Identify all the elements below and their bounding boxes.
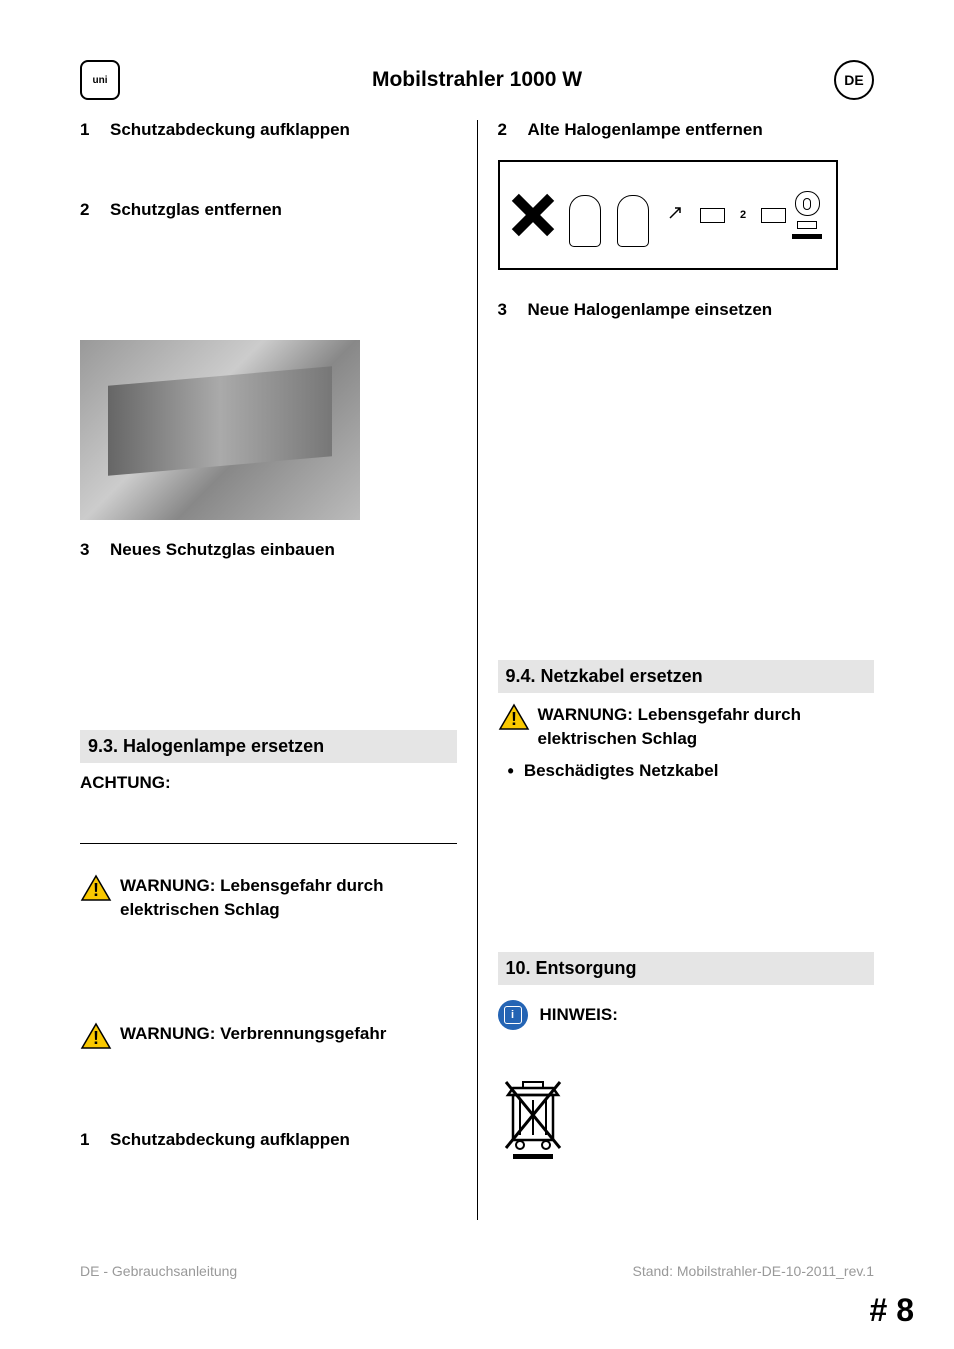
step-number: 1 <box>80 120 100 140</box>
footer-right: Stand: Mobilstrahler-DE-10-2011_rev.1 <box>633 1263 875 1279</box>
lamp-base-icon <box>797 221 817 229</box>
step-item: 1 Schutzabdeckung aufklappen <box>80 1130 457 1150</box>
content-columns: 1 Schutzabdeckung aufklappen 2 Schutzgla… <box>80 120 874 1220</box>
warning-block: ! WARNUNG: Lebensgefahr durch elektrisch… <box>80 874 457 922</box>
spacer <box>498 340 875 640</box>
lamp-removal-diagram: 2 <box>498 160 838 270</box>
bulb-rect-icon <box>761 208 786 223</box>
step-item: 1 Schutzabdeckung aufklappen <box>80 120 457 140</box>
svg-text:!: ! <box>511 709 517 729</box>
info-icon: i <box>498 1000 528 1030</box>
spacer <box>80 952 457 992</box>
svg-text:!: ! <box>93 880 99 900</box>
warning-text: WARNUNG: Lebensgefahr durch elektrischen… <box>120 874 457 922</box>
hinweis-label: HINWEIS: <box>540 1005 618 1025</box>
warning-block: ! WARNUNG: Lebensgefahr durch elektrisch… <box>498 703 875 751</box>
weee-disposal-icon <box>498 1070 568 1160</box>
step-text: Neue Halogenlampe einsetzen <box>528 300 773 320</box>
warning-text: WARNUNG: Lebensgefahr durch elektrischen… <box>538 703 875 751</box>
bulb-shapes: 2 <box>665 206 786 224</box>
step-item: 3 Neue Halogenlampe einsetzen <box>498 300 875 320</box>
arrow-label-1 <box>665 206 685 224</box>
page-footer: DE - Gebrauchsanleitung Stand: Mobilstra… <box>80 1263 874 1279</box>
step-item: 3 Neues Schutzglas einbauen <box>80 540 457 560</box>
no-touch-icon <box>513 195 553 235</box>
warning-icon: ! <box>80 1022 112 1050</box>
page-title: Mobilstrahler 1000 W <box>120 68 834 92</box>
bullet-text: Beschädigtes Netzkabel <box>524 761 719 782</box>
lamp-icon <box>792 191 822 239</box>
section-heading-93: 9.3. Halogenlampe ersetzen <box>80 730 457 763</box>
step-number: 2 <box>80 200 100 220</box>
step-number: 3 <box>498 300 518 320</box>
warning-text: WARNUNG: Verbrennungsgefahr <box>120 1022 386 1046</box>
info-icon-inner: i <box>504 1006 522 1024</box>
lamp-bulb-icon <box>795 191 820 216</box>
step-item: 2 Alte Halogenlampe entfernen <box>498 120 875 140</box>
lamp-filament <box>803 198 811 210</box>
section-heading-10: 10. Entsorgung <box>498 952 875 985</box>
step-text: Neues Schutzglas einbauen <box>110 540 335 560</box>
page-number: # 8 <box>870 1292 914 1329</box>
spacer <box>80 240 457 330</box>
arrow-label-2: 2 <box>740 209 746 221</box>
step-text: Schutzglas entfernen <box>110 200 282 220</box>
step-number: 2 <box>498 120 518 140</box>
spacer <box>80 1080 457 1130</box>
step-text: Schutzabdeckung aufklappen <box>110 1130 350 1150</box>
warning-icon: ! <box>80 874 112 902</box>
achtung-label: ACHTUNG: <box>80 773 457 844</box>
logo-text: uni <box>93 75 108 86</box>
step-number: 1 <box>80 1130 100 1150</box>
step-number: 3 <box>80 540 100 560</box>
lamp-platform-icon <box>792 234 822 239</box>
page-header: uni Mobilstrahler 1000 W DE <box>80 60 874 100</box>
bulb-rect-icon <box>700 208 725 223</box>
left-column: 1 Schutzabdeckung aufklappen 2 Schutzgla… <box>80 120 478 1220</box>
step-text: Alte Halogenlampe entfernen <box>528 120 763 140</box>
svg-text:!: ! <box>93 1028 99 1048</box>
hands-icon <box>559 175 659 255</box>
right-column: 2 Alte Halogenlampe entfernen 2 <box>478 120 875 1220</box>
brand-logo: uni <box>80 60 120 100</box>
step-item: 2 Schutzglas entfernen <box>80 200 457 220</box>
bullet-item: • Beschädigtes Netzkabel <box>508 761 875 782</box>
footer-left: DE - Gebrauchsanleitung <box>80 1263 237 1279</box>
bullet-dot-icon: • <box>508 761 514 782</box>
spacer <box>80 580 457 710</box>
warning-block: ! WARNUNG: Verbrennungsgefahr <box>80 1022 457 1050</box>
warning-icon: ! <box>498 703 530 731</box>
language-badge: DE <box>834 60 874 100</box>
spacer <box>498 782 875 932</box>
section-heading-94: 9.4. Netzkabel ersetzen <box>498 660 875 693</box>
spacer <box>80 160 457 200</box>
product-photo <box>80 340 360 520</box>
hinweis-block: i HINWEIS: <box>498 1000 875 1030</box>
step-text: Schutzabdeckung aufklappen <box>110 120 350 140</box>
